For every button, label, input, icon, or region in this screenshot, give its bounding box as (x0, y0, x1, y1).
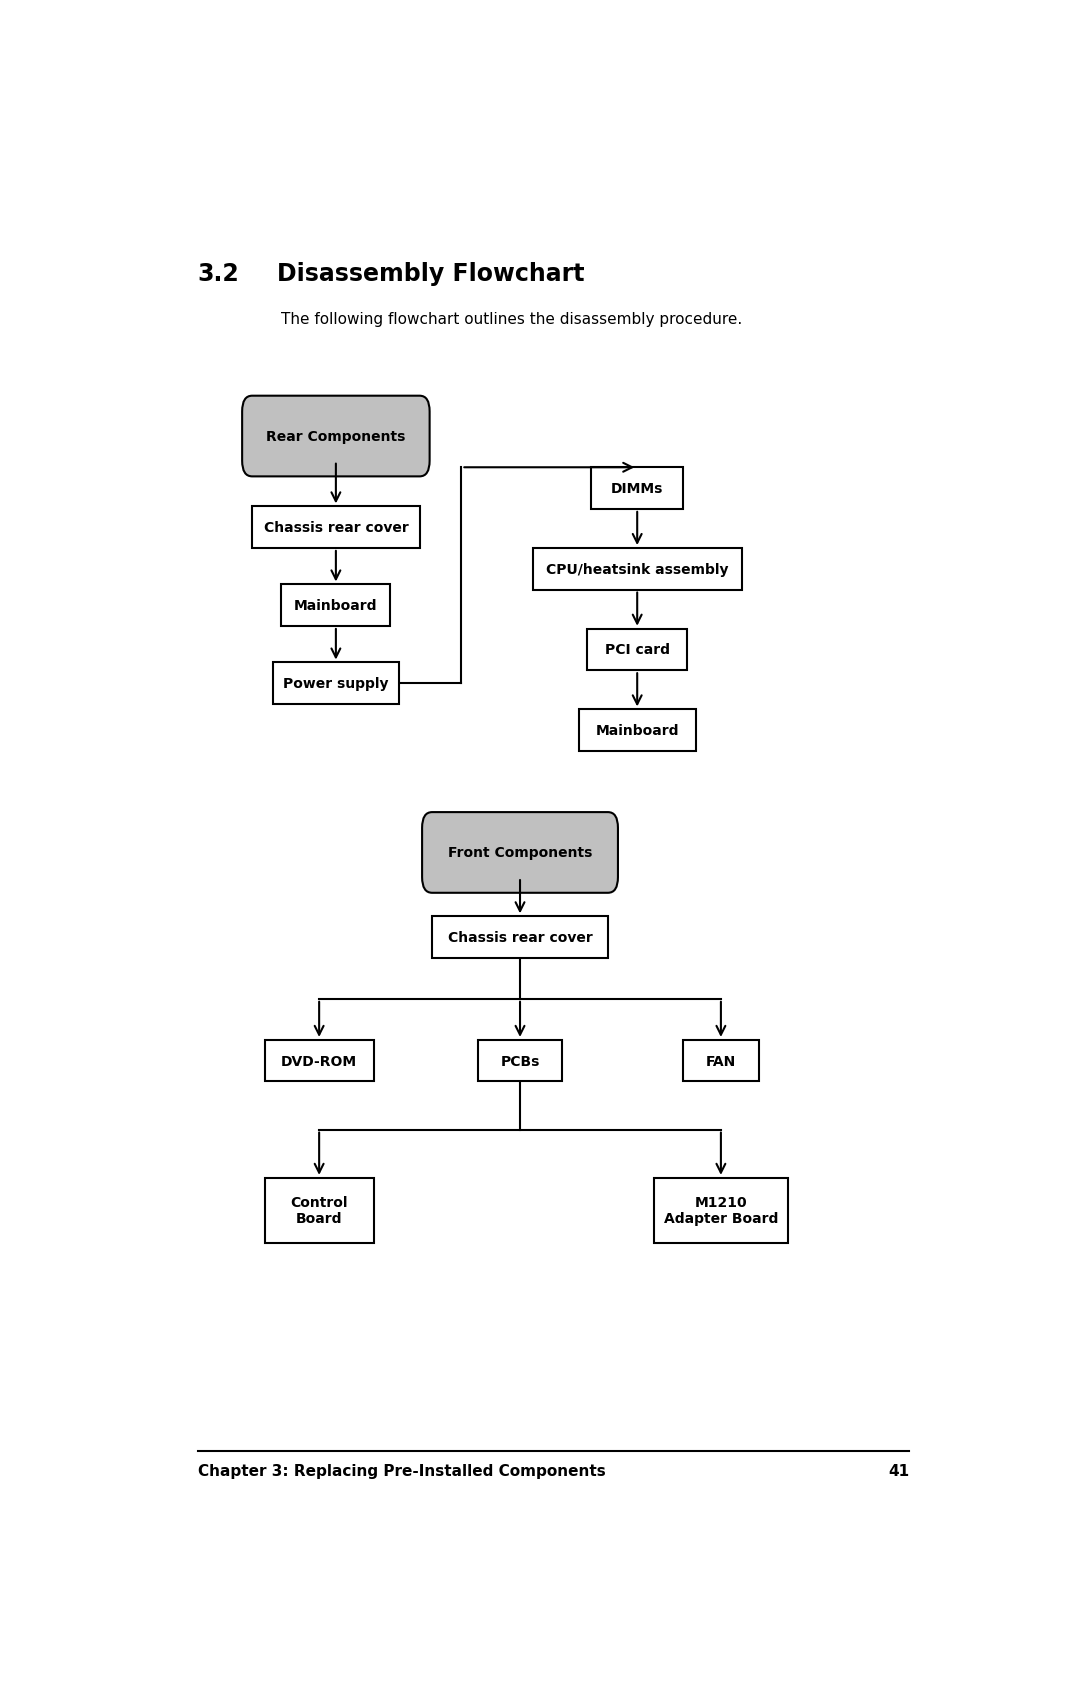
Bar (432, 917, 608, 958)
Text: FAN: FAN (705, 1054, 737, 1067)
Text: Chassis rear cover: Chassis rear cover (447, 931, 593, 944)
Bar (253, 507, 419, 549)
Text: Rear Components: Rear Components (266, 429, 406, 444)
Bar (653, 1179, 787, 1243)
Text: The following flowchart outlines the disassembly procedure.: The following flowchart outlines the dis… (282, 312, 743, 328)
Bar (265, 1040, 374, 1083)
Bar (273, 664, 399, 704)
Bar (282, 584, 390, 627)
Text: Chapter 3: Replacing Pre-Installed Components: Chapter 3: Replacing Pre-Installed Compo… (198, 1463, 606, 1478)
Text: CPU/heatsink assembly: CPU/heatsink assembly (546, 562, 728, 576)
Text: Chassis rear cover: Chassis rear cover (264, 520, 408, 535)
Text: Control
Board: Control Board (291, 1196, 348, 1226)
Bar (579, 709, 696, 752)
Text: DIMMs: DIMMs (611, 481, 663, 497)
FancyBboxPatch shape (242, 397, 430, 476)
Text: Disassembly Flowchart: Disassembly Flowchart (278, 262, 584, 285)
Text: M1210
Adapter Board: M1210 Adapter Board (664, 1196, 778, 1226)
Text: Mainboard: Mainboard (595, 723, 679, 738)
Text: Front Components: Front Components (448, 846, 592, 860)
Bar (532, 549, 742, 589)
Text: Mainboard: Mainboard (294, 600, 378, 613)
Text: 3.2: 3.2 (198, 262, 240, 285)
FancyBboxPatch shape (422, 812, 618, 893)
Bar (588, 630, 688, 671)
Bar (591, 468, 684, 510)
Text: Power supply: Power supply (283, 677, 389, 691)
Text: 41: 41 (888, 1463, 909, 1478)
Text: DVD-ROM: DVD-ROM (281, 1054, 357, 1067)
Text: PCBs: PCBs (500, 1054, 540, 1067)
Bar (478, 1040, 562, 1083)
Text: PCI card: PCI card (605, 644, 670, 657)
Bar (684, 1040, 758, 1083)
Bar (265, 1179, 374, 1243)
